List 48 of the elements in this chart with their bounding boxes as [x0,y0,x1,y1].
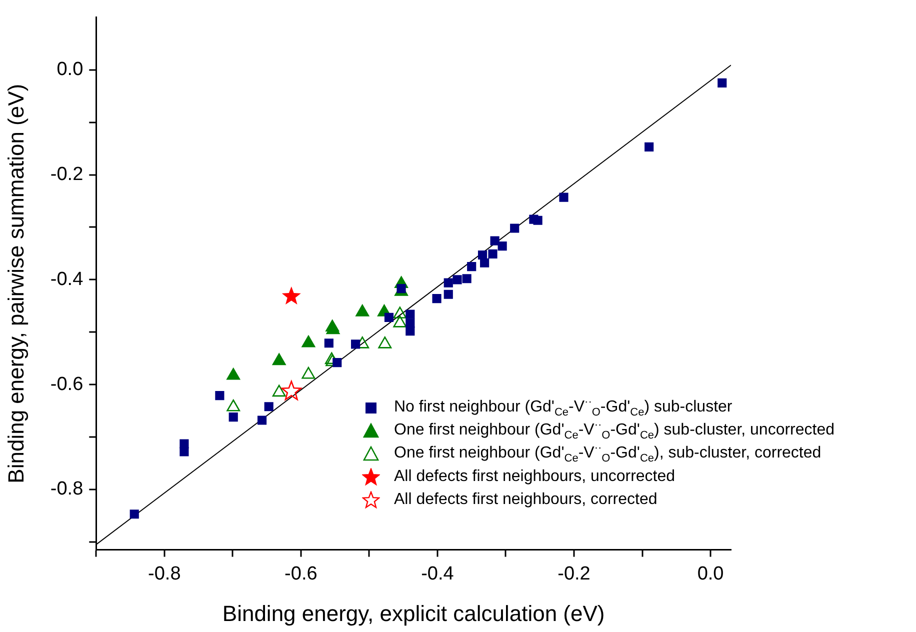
x-tick-label: 0.0 [697,563,724,584]
point [444,290,453,299]
x-axis-title: Binding energy, explicit calculation (eV) [222,600,605,626]
point [130,510,139,519]
point [478,250,488,260]
y-tick-label: -0.2 [50,164,84,185]
legend-label: One first neighbour (Gd'$_{Ce}$-V$^{··}$$_{O}$-Gd'$_{Ce}$), sub-cluster, corrected [394,442,822,465]
x-tick-label: -0.6 [284,563,318,584]
point [462,274,472,284]
point [467,262,476,272]
point [281,380,302,400]
y-tick-label: 0.0 [56,59,84,80]
point [264,402,274,412]
legend-label: One first neighbour (Gd'$_{Ce}$-V$^{··}$$_{O}$-Gd'$_{Ce}$) sub-cluster, uncorrected [394,419,835,442]
point [718,78,727,88]
point [533,216,542,225]
x-tick-label: -0.4 [421,563,454,584]
point [215,391,224,400]
point [396,284,406,294]
x-tick-label: -0.8 [148,563,181,584]
y-tick-label: -0.8 [50,478,84,500]
point [452,275,462,284]
point [480,258,490,268]
legend-label: All defects first neighbours, corrected [394,490,658,508]
point [488,249,498,259]
x-tick-label: -0.2 [558,563,590,584]
point [406,326,415,336]
point [257,416,267,425]
point [384,312,394,322]
point [510,224,520,233]
point [180,447,189,456]
point [228,412,238,422]
point [332,358,342,368]
y-axis-title: Binding energy, pairwise summation (eV) [3,84,28,484]
point [324,338,334,348]
point [432,294,442,304]
y-tick-label: -0.6 [50,374,84,395]
point [644,142,654,152]
point [444,278,453,288]
point [351,340,360,349]
point [406,310,415,319]
legend-label: All defects first neighbours, uncorrected [394,468,676,486]
point [282,286,301,305]
y-tick-label: -0.4 [50,268,84,290]
point [490,236,500,246]
point [498,242,507,251]
legend-label: No first neighbour (Gd'$_{Ce}$-V$^{··}$$_{O}$-Gd'$_{Ce}$) sub-cluster [394,396,732,419]
point [559,192,568,202]
